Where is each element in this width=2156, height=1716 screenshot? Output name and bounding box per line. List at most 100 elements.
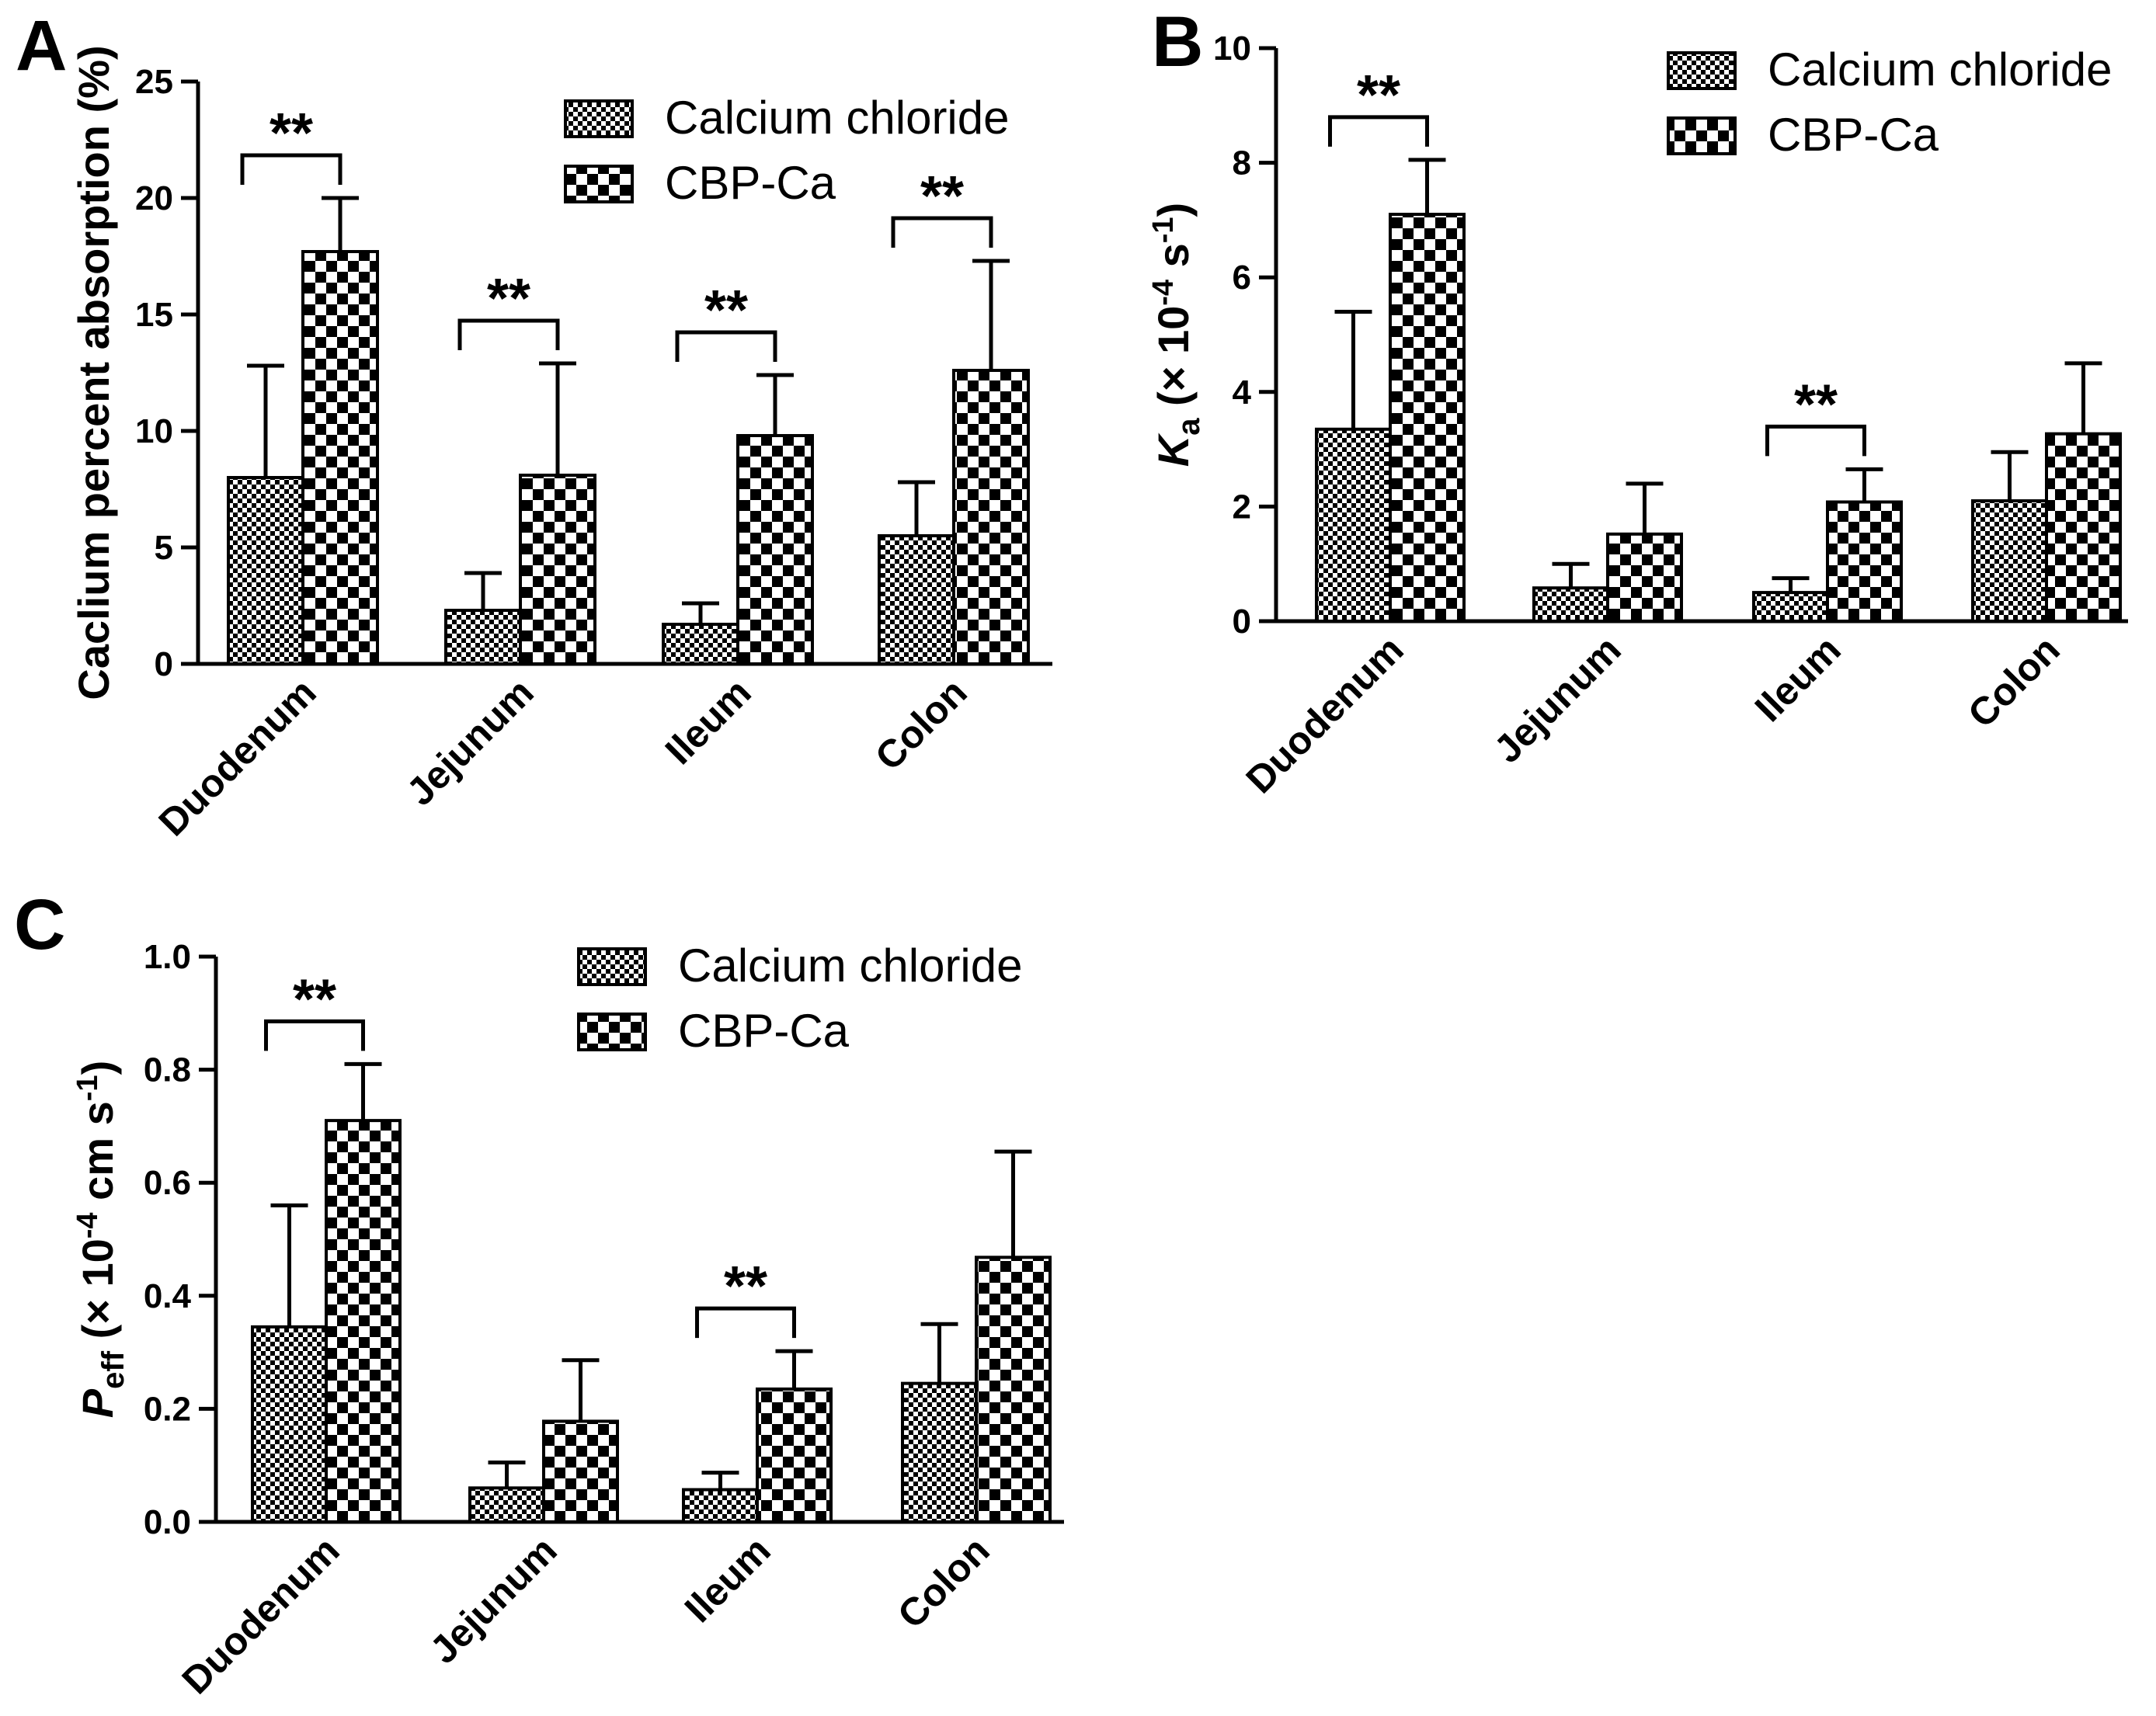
y-axis-label: Caclium percent absorption (%): [69, 45, 118, 700]
y-tick-label: 0.0: [144, 1503, 191, 1541]
y-tick-label: 0.2: [144, 1390, 191, 1428]
bar-calcium-chloride: [878, 534, 955, 665]
x-tick-label: Ileum: [657, 670, 760, 773]
significance-label: **: [704, 280, 748, 342]
legend-label: CBP-Ca: [665, 157, 836, 209]
y-axis-label-part: cm s: [73, 1101, 122, 1212]
bar-calcium-chloride: [1532, 586, 1609, 623]
panel-letter: A: [16, 6, 67, 85]
y-tick-label: 0.4: [144, 1277, 192, 1315]
bar-calcium-chloride: [1971, 499, 2048, 624]
bar-cbp-ca: [301, 250, 379, 665]
legend-label: Calcium chloride: [678, 940, 1023, 992]
legend-swatch-cbp-ca: [1667, 116, 1737, 155]
bar-cbp-ca: [736, 434, 814, 665]
y-axis-label-part: -1: [1147, 217, 1180, 243]
panel-letter: C: [14, 885, 65, 964]
y-axis-label: Peff (× 10-4 cm s-1): [71, 1061, 130, 1418]
significance-bracket: [1328, 115, 1429, 147]
panel-a: A 0 5 10 15 20 25 Caclium percent absorption (%…: [16, 6, 1052, 844]
y-axis-label-part: eff: [96, 1350, 130, 1389]
bar-cbp-ca: [325, 1119, 402, 1523]
y-axis-label-part: P: [73, 1388, 122, 1418]
bar-calcium-chloride: [682, 1488, 759, 1524]
legend-swatch-cbp-ca: [564, 165, 634, 203]
significance-label: **: [293, 968, 336, 1030]
legend-label: Calcium chloride: [1768, 43, 2113, 96]
significance-label: **: [270, 102, 313, 165]
significance-bracket: [891, 216, 993, 248]
bar-calcium-chloride: [1752, 591, 1829, 623]
x-tick-label: Jejunum: [422, 1528, 565, 1672]
y-tick-label: 25: [135, 63, 173, 101]
y-tick-label: 8: [1233, 144, 1251, 182]
y-tick-label: 2: [1233, 488, 1251, 526]
y-tick-label: 0.6: [144, 1164, 191, 1202]
bar-calcium-chloride: [901, 1381, 978, 1524]
bar-calcium-chloride: [251, 1325, 328, 1523]
y-tick-label: 10: [135, 412, 173, 450]
y-tick-label: 4: [1233, 373, 1252, 412]
x-tick-label: Duodenum: [174, 1528, 348, 1702]
significance-bracket: [240, 153, 343, 185]
y-tick-label: 20: [135, 179, 173, 217]
y-axis-label-part: (× 10: [73, 1238, 122, 1351]
y-tick-label: 0: [155, 645, 173, 683]
significance-label: **: [724, 1256, 767, 1318]
bar-cbp-ca: [952, 369, 1030, 665]
significance-label: **: [487, 268, 530, 330]
panel-letter: B: [1152, 2, 1203, 82]
legend-swatch-calcium-chloride: [564, 99, 634, 138]
y-axis-label: Ka (× 10-4 s-1): [1147, 203, 1206, 467]
bar-cbp-ca: [756, 1387, 833, 1524]
y-axis-label-part: a: [1172, 418, 1206, 436]
panel-c: C 0.0 0.2 0.4 0.6 0.8 1.0 Peff (× 10-4 cm s-1) *…: [14, 885, 1064, 1702]
x-tick-label: Duodenum: [1238, 627, 1412, 801]
x-tick-label: Colon: [1960, 627, 2068, 736]
significance-bracket: [695, 1306, 796, 1339]
bar-calcium-chloride: [444, 609, 522, 665]
legend-label: Calcium chloride: [665, 92, 1010, 144]
y-tick-label: 10: [1213, 30, 1251, 68]
y-tick-label: 5: [155, 529, 173, 567]
x-tick-label: Duodenum: [151, 670, 325, 844]
bar-calcium-chloride: [1315, 427, 1392, 624]
x-tick-label: Jejunum: [1486, 627, 1629, 771]
significance-bracket: [264, 1019, 365, 1051]
y-tick-label: 15: [135, 296, 173, 334]
bar-calcium-chloride: [662, 623, 739, 665]
y-tick-label: 1.0: [144, 938, 191, 976]
significance-bracket: [675, 330, 777, 362]
bar-cbp-ca: [519, 474, 596, 665]
y-tick-label: 6: [1233, 259, 1251, 297]
bar-cbp-ca: [1389, 213, 1466, 623]
legend-swatch-cbp-ca: [577, 1013, 647, 1051]
x-tick-label: Colon: [867, 670, 975, 779]
significance-label: **: [920, 165, 964, 228]
bar-calcium-chloride: [227, 476, 304, 665]
bar-cbp-ca: [1606, 532, 1683, 623]
x-tick-label: Colon: [889, 1528, 998, 1637]
y-tick-label: 0: [1233, 603, 1251, 641]
significance-bracket: [1765, 424, 1866, 457]
significance-label: **: [1794, 373, 1838, 436]
legend-swatch-calcium-chloride: [577, 947, 647, 986]
y-axis-label-part: (× 10: [1149, 306, 1198, 419]
y-axis-label-part: -4: [71, 1212, 104, 1238]
bar-cbp-ca: [975, 1256, 1052, 1524]
x-tick-label: Ileum: [1747, 627, 1849, 730]
bar-cbp-ca: [1826, 500, 1903, 623]
y-axis-label-part: -1: [71, 1075, 104, 1101]
y-axis-label-part: -4: [1147, 280, 1180, 306]
y-axis-label-part: s: [1149, 243, 1198, 280]
x-tick-label: Jejunum: [398, 670, 542, 814]
y-axis-label-part: ): [73, 1061, 122, 1075]
bar-calcium-chloride: [468, 1486, 545, 1523]
y-tick-label: 0.8: [144, 1051, 191, 1089]
bar-cbp-ca: [542, 1419, 619, 1524]
significance-bracket: [457, 318, 560, 350]
panel-b: B 0 2 4 6 8 10 Ka (× 10-4 s-1) ** Duodenum Jejunum…: [1147, 2, 2128, 801]
legend-label: CBP-Ca: [678, 1005, 850, 1057]
x-tick-label: Ileum: [676, 1528, 779, 1631]
